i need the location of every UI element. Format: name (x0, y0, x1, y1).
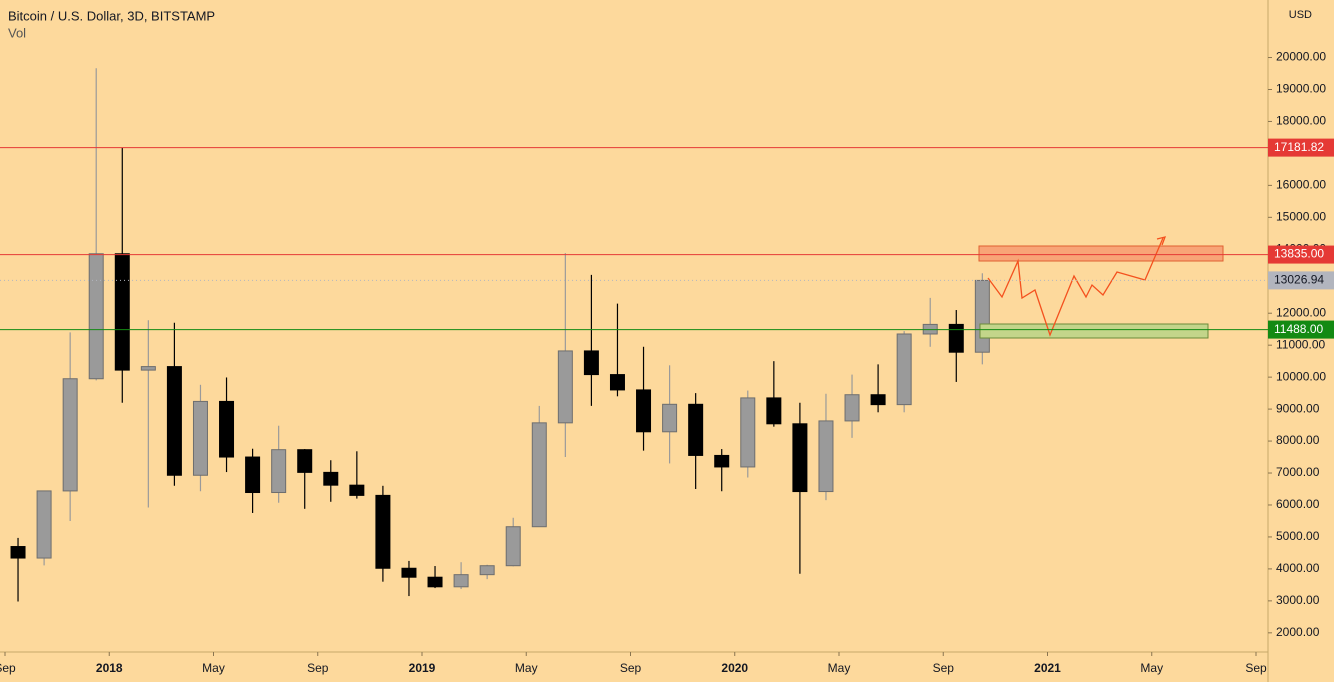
y-tick-label: 9000.00 (1276, 401, 1320, 415)
x-tick-label: Sep (620, 661, 642, 675)
candle-body (166, 366, 182, 476)
candle-body (505, 526, 521, 567)
candle-body (609, 374, 625, 391)
x-tick-label: Sep (307, 661, 329, 675)
candle-body (114, 253, 130, 371)
y-tick-label: 5000.00 (1276, 529, 1320, 543)
candle-body (636, 389, 652, 433)
candle-body (271, 449, 287, 494)
x-tick-label: May (1140, 661, 1163, 675)
chart-title: Bitcoin / U.S. Dollar, 3D, BITSTAMP (8, 8, 215, 23)
y-tick-label: 6000.00 (1276, 497, 1320, 511)
candle-body (453, 574, 469, 588)
price-level-tag (1268, 138, 1334, 157)
x-tick-label: Sep (0, 661, 16, 675)
y-tick-label: 2000.00 (1276, 625, 1320, 639)
resistance-zone (978, 245, 1224, 262)
x-tick-label: 2018 (96, 661, 123, 675)
y-tick-label: 12000.00 (1276, 305, 1326, 319)
candle-body (479, 565, 495, 576)
candle-body (140, 366, 156, 371)
candle-body (844, 394, 860, 422)
candle-body (740, 397, 756, 468)
y-tick-label: 8000.00 (1276, 433, 1320, 447)
candle-body (192, 400, 208, 476)
y-tick-label: 15000.00 (1276, 210, 1326, 224)
projection-arrow (1156, 236, 1167, 246)
candle-body (766, 397, 782, 425)
price-level-label: 13026.94 (1274, 273, 1324, 287)
candle-body (427, 576, 443, 588)
candle-body (896, 333, 912, 406)
candle-body (62, 378, 78, 492)
candle-body (870, 394, 886, 406)
candle-body (245, 456, 261, 494)
candle-body (323, 471, 339, 486)
price-level-tag (1268, 271, 1334, 290)
price-level-label: 13835.00 (1274, 247, 1324, 261)
x-tick-label: 2020 (721, 661, 748, 675)
x-tick-label: May (828, 661, 851, 675)
x-tick-label: Sep (1245, 661, 1267, 675)
x-tick-label: May (515, 661, 538, 675)
y-tick-label: 19000.00 (1276, 82, 1326, 96)
price-level-tag (1268, 245, 1334, 264)
support-zone (979, 323, 1209, 339)
candle-body (531, 422, 547, 528)
y-tick-label: 16000.00 (1276, 178, 1326, 192)
candle-body (818, 420, 834, 493)
candle-body (714, 454, 730, 468)
candle-body (375, 494, 391, 569)
candle-body (10, 546, 26, 559)
x-tick-label: May (202, 661, 225, 675)
y-tick-label: 7000.00 (1276, 465, 1320, 479)
candle-body (557, 350, 573, 424)
candle-body (688, 403, 704, 456)
candle-body (948, 323, 964, 353)
candle-body (974, 279, 990, 353)
x-tick-label: Sep (933, 661, 955, 675)
y-tick-label: 18000.00 (1276, 114, 1326, 128)
y-tick-label: 10000.00 (1276, 369, 1326, 383)
price-level-tag (1268, 320, 1334, 339)
y-tick-label: 11000.00 (1276, 337, 1325, 351)
price-level-label: 11488.00 (1274, 322, 1323, 336)
y-tick-label: 4000.00 (1276, 561, 1320, 575)
candle-body (792, 423, 808, 493)
y-tick-label: 3000.00 (1276, 593, 1320, 607)
candle-body (36, 490, 52, 559)
chart-subtitle: Vol (8, 25, 26, 40)
candle-body (401, 567, 417, 578)
price-level-label: 17181.82 (1274, 140, 1324, 154)
candle-body (297, 449, 313, 473)
projection-path (987, 237, 1164, 337)
candle-body (583, 350, 599, 376)
x-tick-label: 2021 (1034, 661, 1061, 675)
y-tick-label: 20000.00 (1276, 50, 1326, 64)
candle-body (349, 484, 365, 496)
candle-body (219, 400, 235, 458)
x-tick-label: 2019 (409, 661, 436, 675)
currency-label: USD (1289, 9, 1312, 21)
candle-body (662, 403, 678, 433)
candle-body (88, 253, 104, 380)
